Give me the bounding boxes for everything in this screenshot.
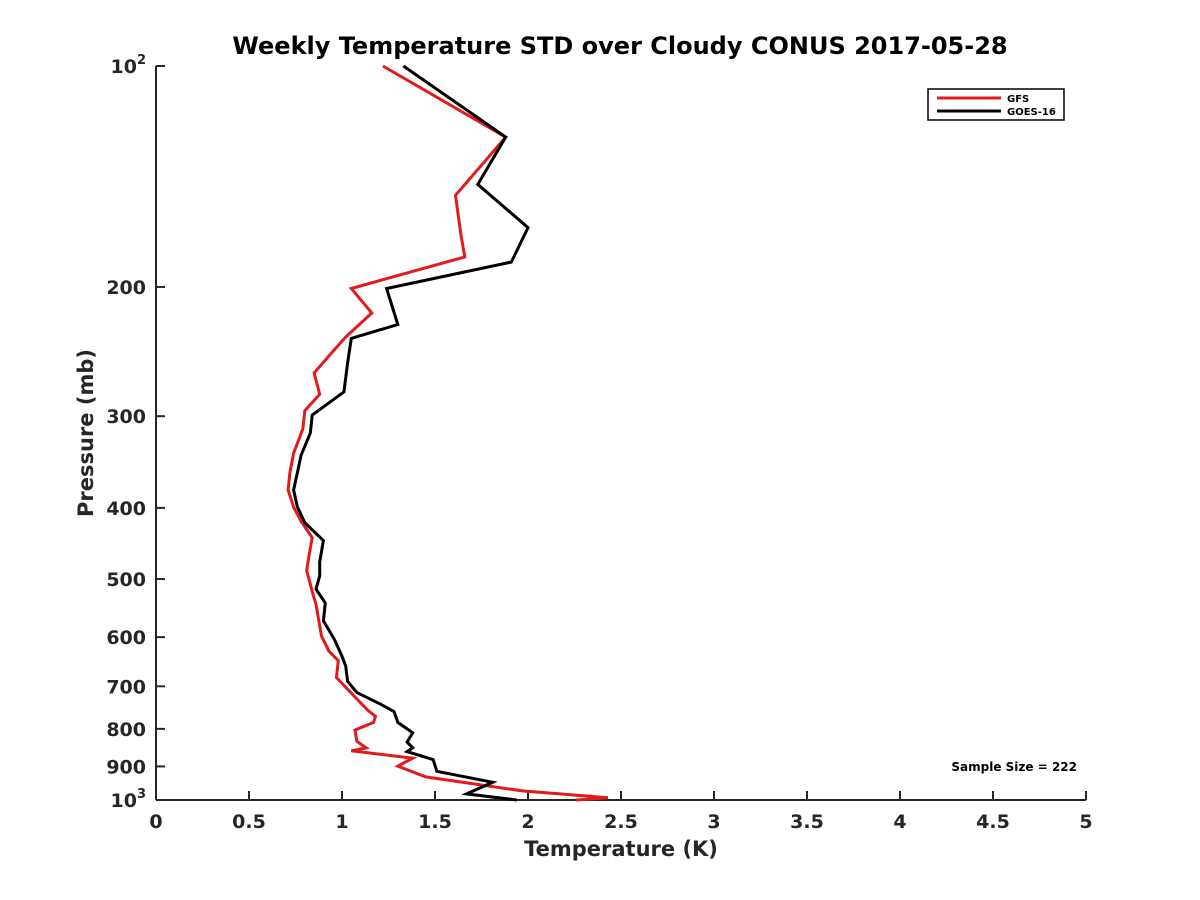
x-tick-label: 1 bbox=[335, 811, 348, 833]
legend-entries: GFS GOES-16 bbox=[937, 94, 1056, 118]
legend: GFS GOES-16 bbox=[927, 88, 1065, 121]
x-tick-label: 0.5 bbox=[232, 811, 266, 833]
y-tick-label-base: 200 bbox=[106, 277, 146, 299]
x-tick-label: 3.5 bbox=[790, 811, 824, 833]
y-tick-label: 900 bbox=[106, 756, 146, 778]
y-tick-label-exponent: 3 bbox=[137, 787, 146, 802]
x-tick-label: 4.5 bbox=[976, 811, 1010, 833]
y-tick-label-base: 900 bbox=[106, 756, 146, 778]
legend-label: GFS bbox=[1007, 94, 1029, 105]
y-tick-label: 500 bbox=[106, 569, 146, 591]
legend-box bbox=[927, 88, 1065, 121]
series-line-goes-16 bbox=[292, 64, 530, 802]
y-tick-label-base: 800 bbox=[106, 719, 146, 741]
series-line-gfs bbox=[286, 64, 609, 802]
x-tick-label: 4 bbox=[893, 811, 906, 833]
y-tick-label-base: 300 bbox=[106, 406, 146, 428]
x-tick-label: 0 bbox=[149, 811, 162, 833]
y-tick-label: 200 bbox=[106, 277, 146, 299]
y-tick-label: 300 bbox=[106, 406, 146, 428]
legend-label: GOES-16 bbox=[1007, 107, 1056, 118]
y-axis-label: Pressure (mb) bbox=[74, 349, 98, 517]
x-tick-label: 5 bbox=[1079, 811, 1092, 833]
plot-area: 0 0.5 1 1.5 2 2.5 3 3.5 4 4.5 5 102200300400500600… bbox=[106, 53, 1092, 833]
x-tick-label: 2 bbox=[521, 811, 534, 833]
y-tick-label: 600 bbox=[106, 627, 146, 649]
y-tick-label-base: 400 bbox=[106, 498, 146, 520]
y-tick-label: 102 bbox=[111, 53, 147, 78]
y-tick-label-exponent: 2 bbox=[137, 53, 146, 68]
x-tick-label: 2.5 bbox=[604, 811, 638, 833]
x-tick-label: 1.5 bbox=[418, 811, 452, 833]
series-layer bbox=[286, 64, 609, 802]
sample-size-annotation: Sample Size = 222 bbox=[951, 760, 1077, 774]
y-tick-label-base: 700 bbox=[106, 676, 146, 698]
y-tick-label-base: 600 bbox=[106, 627, 146, 649]
chart-title: Weekly Temperature STD over Cloudy CONUS… bbox=[232, 32, 1007, 60]
x-tick-label: 3 bbox=[707, 811, 720, 833]
y-tick-label: 800 bbox=[106, 719, 146, 741]
y-tick-label-base: 10 bbox=[111, 790, 137, 812]
y-tick-label: 103 bbox=[111, 787, 147, 812]
y-tick-label-base: 10 bbox=[111, 56, 137, 78]
x-axis-label: Temperature (K) bbox=[524, 837, 718, 861]
y-tick-label: 700 bbox=[106, 676, 146, 698]
y-tick-label-base: 500 bbox=[106, 569, 146, 591]
y-tick-label: 400 bbox=[106, 498, 146, 520]
x-axis-ticks: 0 0.5 1 1.5 2 2.5 3 3.5 4 4.5 5 bbox=[149, 791, 1093, 833]
